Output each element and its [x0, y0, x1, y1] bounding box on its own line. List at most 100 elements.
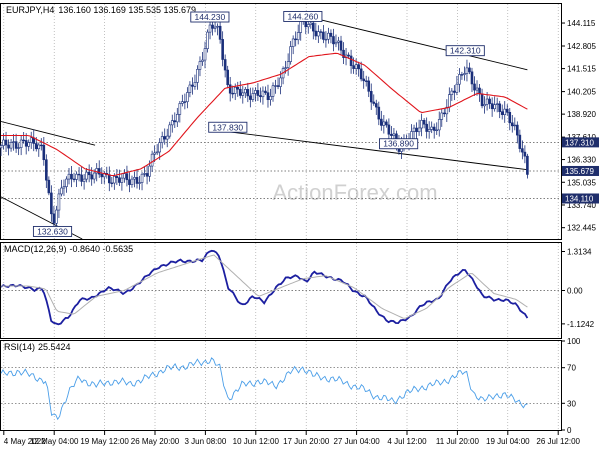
candle-body	[309, 22, 313, 25]
candle-body	[306, 24, 310, 28]
candle-body	[95, 168, 99, 174]
candle-body	[238, 88, 242, 96]
candle-body	[478, 87, 481, 95]
candle-body	[523, 151, 527, 157]
candle-body	[196, 69, 199, 83]
candle-body	[334, 41, 338, 45]
macd-y-tick-label: 1.3134	[567, 248, 592, 257]
candle-body	[259, 95, 262, 98]
macd-y-tick-label: -1.1242	[567, 320, 595, 329]
x-tick-label: 3 Jun 08:00	[184, 437, 226, 446]
candle-body	[412, 127, 416, 132]
price-annotation-box	[445, 45, 485, 57]
candle-body	[97, 168, 101, 175]
candle-body	[170, 120, 174, 126]
candle-body	[160, 136, 164, 143]
price-tag	[562, 165, 599, 176]
candle-body	[45, 159, 48, 181]
candle-body	[203, 48, 207, 61]
candle-body	[369, 91, 373, 103]
rsi-y-tick-label: 70	[567, 364, 576, 373]
candle-body	[90, 174, 93, 180]
x-tick-label: 10 Jun 12:00	[233, 437, 280, 446]
candle-body	[115, 176, 119, 178]
candle-body	[72, 178, 76, 181]
candle-body	[92, 172, 96, 180]
candle-body	[153, 152, 156, 155]
candle-body	[191, 84, 194, 87]
candle-body	[314, 30, 318, 37]
price-annotation-label: 144.260	[287, 11, 318, 21]
candle-body	[0, 145, 3, 149]
candle-body	[322, 31, 325, 40]
candle-body	[460, 74, 464, 76]
candle-body	[291, 38, 295, 47]
macd-values: -0.8640 -0.5635	[70, 244, 134, 254]
candle-body	[52, 213, 56, 224]
candle-body	[62, 186, 66, 189]
candle-body	[359, 68, 363, 80]
macd-signal-line	[1, 254, 528, 319]
candle-body	[251, 93, 255, 100]
candle-body	[133, 177, 136, 180]
y-tick-label: 133.740	[567, 201, 596, 210]
candle-body	[271, 85, 275, 97]
rsi-panel-frame	[0, 340, 562, 431]
candle-body	[458, 74, 461, 85]
candle-body	[244, 89, 247, 94]
rsi-panel-title: RSI(14) 25.5424	[4, 342, 71, 352]
candle-body	[67, 173, 71, 180]
rsi-y-tick-label: 0	[567, 426, 572, 435]
candle-body	[503, 108, 507, 115]
candle-body	[110, 182, 114, 184]
candle-body	[289, 46, 292, 62]
candle-body	[380, 118, 383, 126]
y-tick-label: 138.920	[567, 110, 596, 119]
grid-layer	[1, 4, 561, 430]
candle-body	[236, 86, 240, 90]
macd-layer	[0, 249, 561, 326]
candle-body	[276, 85, 280, 87]
candle-body	[427, 129, 431, 132]
candle-body	[223, 59, 227, 71]
candle-body	[241, 92, 245, 96]
price-panel-frame	[0, 3, 562, 240]
candle-body	[4, 139, 8, 146]
candle-body	[417, 127, 421, 133]
candle-body	[125, 173, 129, 181]
candle-body	[490, 103, 494, 110]
candle-body	[233, 86, 237, 94]
candle-body	[374, 103, 378, 108]
candle-body	[150, 153, 154, 167]
x-tick-label: 19 May 12:00	[80, 437, 129, 446]
symbol-label: EURJPY,H4	[6, 5, 54, 15]
candle-body	[213, 26, 217, 29]
candle-body	[516, 124, 519, 136]
candle-body	[228, 84, 232, 94]
candle-body	[453, 90, 456, 93]
candle-body	[158, 142, 161, 153]
candle-body	[312, 22, 315, 32]
watermark: ActionForex.com	[272, 180, 437, 205]
candle-body	[226, 69, 229, 86]
candle-body	[387, 124, 391, 135]
candle-body	[299, 20, 303, 33]
candle-body	[2, 139, 5, 146]
candle-body	[442, 112, 446, 115]
candle-body	[390, 133, 393, 136]
candle-body	[22, 139, 25, 142]
candle-body	[55, 209, 58, 224]
candle-body	[47, 179, 51, 194]
candle-body	[163, 136, 167, 140]
candle-body	[145, 173, 149, 177]
x-tick-label: 11 Jul 20:00	[436, 437, 480, 446]
candle-body	[138, 182, 141, 184]
candle-body	[246, 89, 250, 97]
rsi-line	[0, 357, 528, 421]
candle-body	[352, 65, 355, 69]
candle-body	[80, 174, 83, 182]
candle-body	[493, 104, 496, 110]
price-tag-label: 134.110	[565, 194, 594, 203]
